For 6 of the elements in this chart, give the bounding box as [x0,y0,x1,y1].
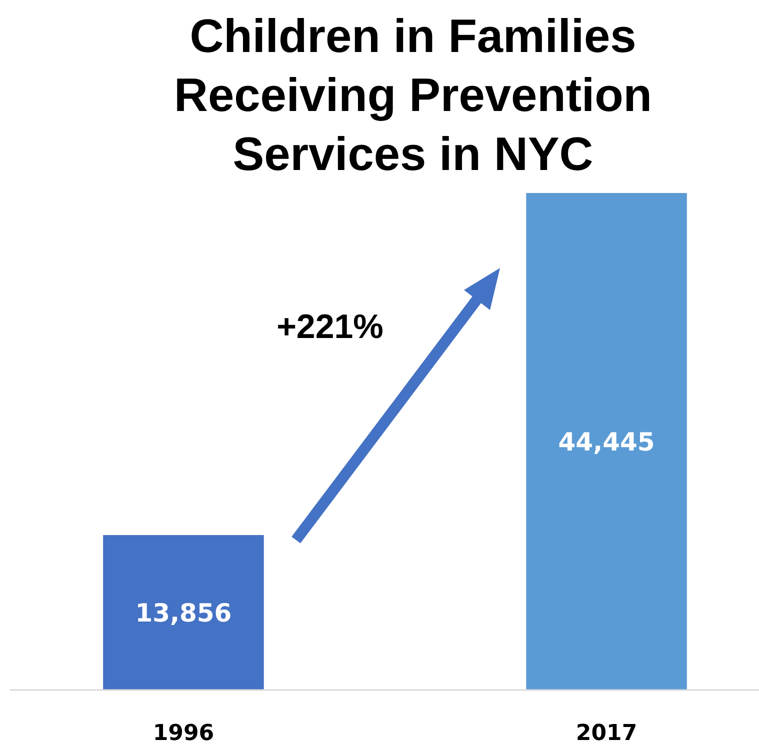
data-label: 13,856 [135,598,232,628]
x-tick-label: 1996 [152,721,214,746]
annotation: +221% [276,308,384,346]
data-label: 44,445 [558,428,655,456]
x-tick-label: 2017 [576,721,638,746]
chart-title: Children in Families Receiving Prevention Services in NYC [174,9,652,180]
